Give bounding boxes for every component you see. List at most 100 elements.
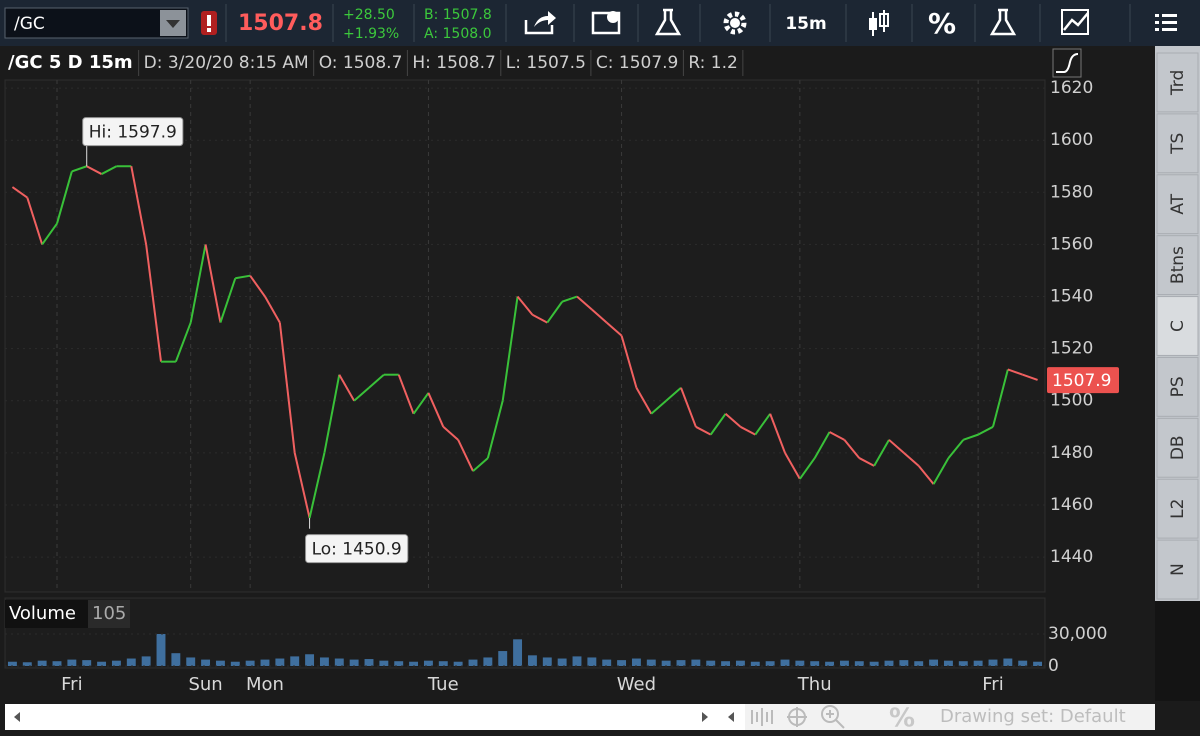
volume-bar [706,660,716,666]
alert-dot [207,28,211,32]
price-segment [888,439,905,454]
x-tick-label: Thu [797,674,832,695]
scale-toggle[interactable] [1052,48,1082,78]
x-tick-label: Fri [61,674,82,695]
price-segment [531,313,548,324]
price-segment [323,374,341,454]
volume-bar [884,660,894,666]
price-segment [784,452,801,480]
sidebar-tab[interactable] [1156,235,1199,296]
price-segment [308,452,326,519]
interval-button[interactable]: 15m [785,14,826,34]
volume-bar [513,639,523,666]
sidebar-tab[interactable] [1156,52,1199,113]
last-price-label: 1507.9 [1052,371,1111,391]
sidebar-tab[interactable] [1156,296,1199,356]
price-segment [635,387,653,415]
sidebar-tab-label: DB [1168,435,1188,460]
volume-bar [1003,658,1013,666]
x-tick-label: Sun [188,674,222,695]
menu-button[interactable] [1155,14,1177,31]
plot: 1440 1460 1480 1500 1520 1540 1560 1580 1600 1620… [5,78,1119,695]
ask: A: 1508.0 [424,26,491,42]
volume-bar [290,656,300,666]
volume-bar [305,654,315,666]
chart-style-button[interactable] [869,10,889,36]
volume-bar [988,659,998,666]
price-segment [249,275,266,298]
sidebar-tab-label: L2 [1168,499,1188,519]
price-segment [591,308,608,324]
y-tick-label: 1560 [1050,234,1093,254]
zoom-tools[interactable] [751,705,845,729]
price-segment [101,165,117,175]
scroll-left[interactable] [14,712,20,722]
last-price: 1507.8 [238,11,323,36]
volume-bar [735,660,745,666]
volume-bar [201,659,211,666]
scroll-right[interactable] [728,712,734,722]
share-button[interactable] [524,11,556,35]
volume-bar [795,660,805,666]
annotation-box [82,117,184,147]
volume-bar [943,660,953,666]
sidebar-tab[interactable] [1156,417,1199,478]
volume-bar [379,660,389,666]
x-tick-label: Wed [617,674,656,695]
volume-bar [438,661,448,666]
volume-bar [186,657,196,666]
sidebar-tab[interactable] [1156,539,1199,600]
price-segment [442,426,459,441]
volume-bar [825,661,835,666]
volume-bar [141,656,151,666]
volume-bar [810,661,820,666]
symbol-box[interactable] [4,7,189,39]
sidebar-tab[interactable] [1156,113,1199,174]
flask-button-2[interactable] [989,8,1017,36]
sidebar-tab[interactable] [1156,478,1199,539]
caret-icon [166,20,180,28]
volume-bar [602,659,612,666]
price-segment [769,413,786,454]
price-segment [86,165,103,175]
flask-button[interactable] [654,8,682,36]
price-segment [516,295,534,316]
x-tick-label: Mon [246,674,284,695]
volume-tick-label: 0 [1048,656,1059,676]
sidebar-tab[interactable] [1156,174,1199,235]
alert-mark [207,15,211,26]
volume-bar [929,659,939,666]
volume-bar [7,661,17,666]
studies-button[interactable] [591,11,621,35]
price-segment [576,295,593,311]
volume-bar [557,658,567,666]
volume-bar [914,661,924,666]
price-segment [754,413,771,436]
volume-bar [394,661,404,666]
price-segment [56,171,73,224]
volume-bar [631,658,641,666]
drawing-set[interactable]: Drawing set: Default [940,706,1126,727]
volume-bar [245,660,255,666]
sidebar-tab[interactable] [1156,356,1199,417]
price-segment [204,244,222,323]
volume-bar [617,660,627,666]
volume-bar [1018,660,1028,666]
settings-button[interactable] [723,11,747,35]
price-segment [41,222,58,245]
volume-bar [97,661,107,666]
price-segment [278,322,296,453]
volume-bar [899,660,909,666]
sidebar-tab-label: C [1168,320,1188,332]
price-segment [665,386,682,402]
percent-tool[interactable]: % [889,704,915,734]
price-segment [917,465,935,485]
drawings-button[interactable] [1061,9,1089,35]
price-segment [873,439,890,467]
scroll-prev[interactable] [702,712,708,722]
change: +28.50 [343,7,395,23]
volume-bar [676,660,686,666]
percent-button[interactable]: % [928,7,956,40]
